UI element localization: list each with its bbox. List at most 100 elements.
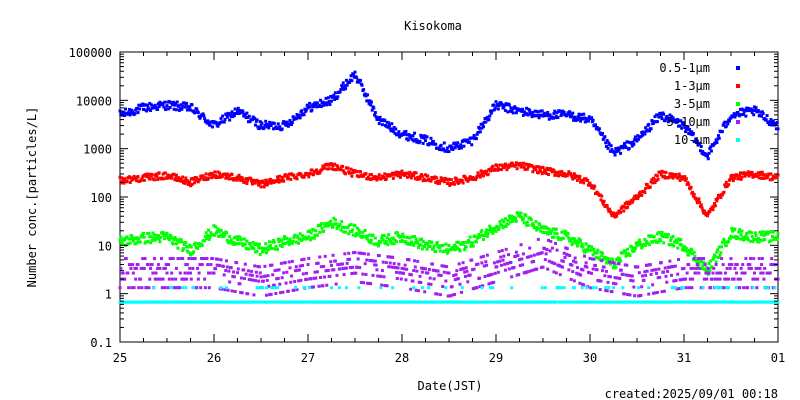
data-point bbox=[445, 265, 449, 269]
data-point bbox=[679, 238, 683, 242]
data-point bbox=[552, 169, 556, 173]
data-point bbox=[134, 241, 138, 245]
data-point bbox=[183, 271, 187, 275]
data-point bbox=[187, 250, 191, 254]
data-point bbox=[771, 230, 775, 234]
data-point bbox=[339, 87, 343, 91]
data-point bbox=[667, 119, 671, 123]
data-point bbox=[545, 248, 549, 252]
data-point bbox=[418, 177, 422, 181]
data-point bbox=[473, 176, 477, 180]
data-point bbox=[225, 115, 229, 119]
data-point bbox=[491, 286, 495, 290]
data-point bbox=[492, 229, 496, 233]
data-point bbox=[167, 263, 171, 267]
data-point bbox=[369, 178, 373, 182]
data-point bbox=[741, 263, 745, 267]
y-tick-label: 100000 bbox=[69, 46, 112, 60]
data-point bbox=[231, 177, 235, 181]
data-point bbox=[331, 225, 335, 229]
data-point bbox=[149, 172, 153, 176]
data-point bbox=[771, 119, 775, 123]
data-point bbox=[719, 286, 723, 290]
data-point bbox=[133, 242, 137, 246]
data-point bbox=[536, 113, 540, 117]
data-point bbox=[507, 214, 511, 218]
legend-label: 5-10μm bbox=[667, 115, 710, 129]
data-point bbox=[687, 263, 691, 267]
data-point bbox=[763, 266, 767, 270]
data-point bbox=[320, 167, 324, 171]
data-point bbox=[676, 118, 680, 122]
data-point bbox=[607, 209, 611, 213]
data-point bbox=[306, 263, 310, 267]
data-point bbox=[510, 107, 514, 111]
data-point bbox=[147, 286, 151, 290]
data-point bbox=[393, 238, 397, 242]
data-point bbox=[681, 277, 685, 281]
data-point bbox=[408, 272, 412, 276]
data-point bbox=[307, 175, 311, 179]
data-point bbox=[761, 111, 765, 115]
data-point bbox=[145, 286, 149, 290]
data-point bbox=[673, 286, 677, 290]
data-point bbox=[479, 122, 483, 126]
data-point bbox=[333, 222, 337, 226]
data-point bbox=[530, 260, 534, 264]
data-point bbox=[568, 110, 572, 114]
data-point bbox=[369, 100, 373, 104]
data-point bbox=[775, 238, 779, 242]
data-point bbox=[766, 232, 770, 236]
data-point bbox=[311, 285, 315, 289]
data-point bbox=[688, 251, 692, 255]
data-point bbox=[330, 167, 334, 171]
data-point bbox=[425, 135, 429, 139]
data-point bbox=[410, 137, 414, 141]
data-point bbox=[489, 226, 493, 230]
data-point bbox=[398, 170, 402, 174]
data-point bbox=[207, 271, 211, 275]
data-point bbox=[420, 174, 424, 178]
data-point bbox=[232, 114, 236, 118]
data-point bbox=[283, 261, 287, 265]
data-point bbox=[276, 276, 280, 280]
data-point bbox=[326, 224, 330, 228]
data-point bbox=[715, 271, 719, 275]
data-point bbox=[603, 135, 607, 139]
data-point bbox=[691, 266, 695, 270]
data-point bbox=[460, 242, 464, 246]
data-point bbox=[731, 179, 735, 183]
data-point bbox=[355, 76, 359, 80]
data-point bbox=[666, 269, 670, 273]
data-point bbox=[205, 121, 209, 125]
data-point bbox=[586, 183, 590, 187]
data-point bbox=[680, 126, 684, 130]
data-point bbox=[322, 103, 326, 107]
data-point bbox=[316, 261, 320, 265]
data-point bbox=[257, 242, 261, 246]
data-point bbox=[265, 246, 269, 250]
data-point bbox=[335, 97, 339, 101]
data-point bbox=[156, 266, 160, 270]
data-point bbox=[528, 269, 532, 273]
data-point bbox=[219, 258, 223, 262]
data-point bbox=[279, 261, 283, 265]
data-point bbox=[612, 286, 615, 290]
data-point bbox=[550, 260, 554, 264]
data-point bbox=[604, 141, 608, 145]
data-point bbox=[662, 170, 666, 174]
data-point bbox=[348, 229, 352, 233]
data-point bbox=[259, 124, 263, 128]
data-point bbox=[601, 132, 605, 136]
data-point bbox=[575, 271, 579, 275]
data-point bbox=[264, 300, 268, 304]
data-point bbox=[271, 121, 275, 125]
data-point bbox=[704, 213, 708, 217]
data-point bbox=[577, 272, 581, 276]
data-point bbox=[396, 133, 400, 137]
data-point bbox=[235, 111, 239, 115]
data-point bbox=[207, 228, 211, 232]
data-point bbox=[545, 113, 549, 117]
data-point bbox=[507, 103, 511, 107]
data-point bbox=[670, 286, 674, 290]
